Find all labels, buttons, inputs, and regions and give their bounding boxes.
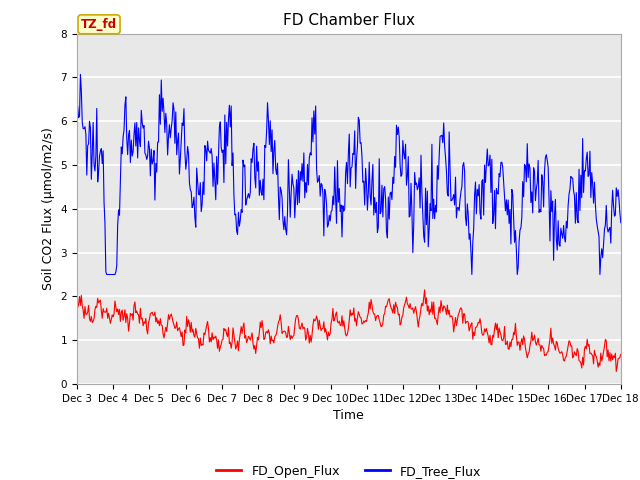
Y-axis label: Soil CO2 Flux (μmol/m2/s): Soil CO2 Flux (μmol/m2/s) (42, 127, 55, 290)
X-axis label: Time: Time (333, 409, 364, 422)
FD_Open_Flux (483, 330, 491, 336)
FD_Open_Flux (319, 325, 327, 331)
FD_Tree_Flux (617, 220, 625, 226)
FD_Open_Flux (420, 287, 428, 293)
FD_Tree_Flux (77, 72, 84, 77)
FD_Open_Flux (617, 351, 625, 357)
Line: FD_Open_Flux: FD_Open_Flux (77, 290, 621, 372)
FD_Open_Flux (394, 305, 401, 311)
FD_Open_Flux (73, 303, 81, 309)
FD_Tree_Flux (73, 126, 81, 132)
FD_Tree_Flux (103, 272, 111, 277)
Line: FD_Tree_Flux: FD_Tree_Flux (77, 74, 621, 275)
FD_Tree_Flux (484, 163, 492, 169)
FD_Tree_Flux (171, 141, 179, 146)
Text: TZ_fd: TZ_fd (81, 18, 117, 31)
Legend: FD_Open_Flux, FD_Tree_Flux: FD_Open_Flux, FD_Tree_Flux (211, 460, 486, 480)
FD_Open_Flux (213, 337, 221, 343)
FD_Open_Flux (612, 369, 620, 374)
FD_Open_Flux (169, 319, 177, 325)
Title: FD Chamber Flux: FD Chamber Flux (283, 13, 415, 28)
FD_Open_Flux (437, 298, 445, 303)
FD_Tree_Flux (321, 187, 328, 192)
FD_Tree_Flux (214, 154, 222, 160)
FD_Tree_Flux (396, 134, 403, 140)
FD_Tree_Flux (438, 132, 445, 138)
